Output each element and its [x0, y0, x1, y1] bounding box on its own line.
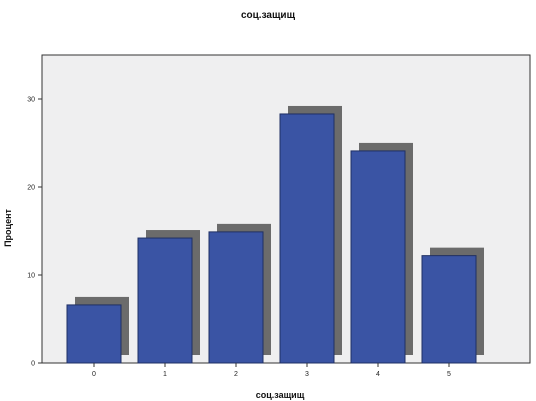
x-tick-label: 2 — [234, 371, 238, 378]
x-tick-label: 0 — [92, 371, 96, 378]
x-axis-label: соц.защищ — [256, 390, 305, 400]
y-tick-label: 0 — [31, 361, 35, 368]
chart-title: соц.защищ — [241, 10, 296, 21]
x-axis: 0 1 2 3 4 5 — [92, 363, 451, 378]
bar-0 — [66, 304, 122, 364]
bar-1 — [137, 237, 193, 364]
bar-2 — [208, 231, 264, 364]
y-tick-label: 30 — [27, 97, 35, 104]
y-tick-label: 10 — [27, 273, 35, 280]
x-tick-label: 3 — [305, 371, 309, 378]
bar-3 — [279, 113, 335, 364]
y-axis-label: Процент — [3, 208, 13, 246]
y-tick-label: 20 — [27, 185, 35, 192]
bar-4 — [350, 150, 406, 364]
y-axis: 0 10 20 30 — [27, 97, 42, 368]
x-tick-label: 5 — [447, 371, 451, 378]
bars — [66, 113, 477, 364]
x-tick-label: 4 — [376, 371, 380, 378]
x-tick-label: 1 — [163, 371, 167, 378]
bar-5 — [421, 255, 477, 364]
